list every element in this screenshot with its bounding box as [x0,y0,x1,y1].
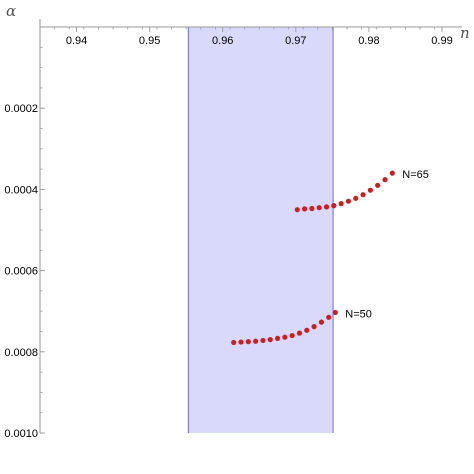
data-point [360,192,366,198]
y-tick-label: 0.0002 [4,103,38,115]
x-tick-label: 0.96 [212,35,233,47]
band-fill [188,27,334,433]
data-point [331,203,337,209]
data-point [231,339,237,346]
data-points [231,170,395,346]
series-annotation: N=65 [402,169,429,181]
data-point [367,187,373,193]
data-point [353,195,359,201]
data-point [282,334,288,340]
data-point [260,337,266,344]
annotations: N=65 N=50 [345,169,429,320]
x-axis-label: n [460,24,470,42]
data-point [304,327,310,333]
data-point [294,207,300,213]
data-point [289,332,295,339]
data-point [253,338,259,344]
data-point [301,206,308,212]
data-point [318,319,324,325]
data-point [311,324,317,330]
x-tick-label: 0.98 [358,35,379,47]
data-point [238,339,244,345]
data-point [338,201,344,207]
data-point [345,198,352,204]
x-tick-label: 0.95 [139,35,160,47]
data-point [274,335,281,342]
data-point [389,170,395,176]
data-point [375,182,381,188]
data-point [326,314,332,320]
y-tick-label: 0.0004 [4,184,38,196]
x-tick-label: 0.99 [431,35,452,47]
y-tick-label: 0.0006 [4,266,38,278]
x-tick-label: 0.94 [66,35,87,47]
y-ticks: 0.0002 0.0004 0.0006 0.0008 0.0010 [4,26,45,440]
x-ticks: 0.94 0.95 0.96 0.97 0.98 0.99 [39,27,453,47]
y-tick-label: 0.0010 [4,428,38,440]
x-tick-label: 0.97 [285,35,306,47]
data-point [332,309,338,316]
data-point [245,339,251,345]
series-annotation: N=50 [345,308,372,320]
data-point [296,330,303,336]
data-point [323,204,330,210]
data-point [267,337,273,343]
data-point [309,205,315,212]
y-tick-label: 0.0008 [4,347,38,359]
shaded-band [187,27,334,433]
y-axis-label: α [6,2,16,20]
data-point [316,205,322,211]
data-point [382,177,388,183]
